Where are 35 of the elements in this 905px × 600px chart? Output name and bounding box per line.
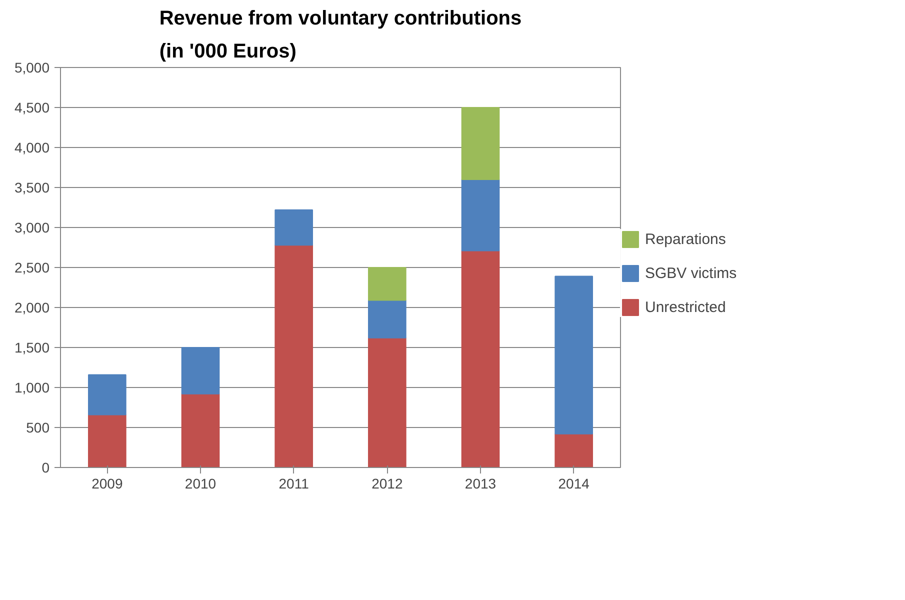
y-tick-label: 0 — [42, 460, 50, 476]
bar — [88, 374, 126, 416]
bar — [461, 179, 500, 252]
y-tick-label: 500 — [26, 420, 50, 436]
y-tick-label: 1,500 — [14, 340, 50, 356]
x-tick-label: 2014 — [558, 476, 590, 492]
y-tick-label: 5,000 — [14, 60, 50, 76]
bar — [554, 433, 593, 468]
legend-label: Unrestricted — [645, 298, 726, 316]
chart-title: Revenue from voluntary contributions (in '000 Euros) — [159, 8, 522, 62]
bar — [88, 414, 126, 468]
bar — [554, 276, 593, 434]
bar — [181, 347, 220, 394]
y-tick-label: 4,000 — [14, 140, 50, 156]
y-tick-label: 2,500 — [14, 260, 50, 276]
x-tick-label: 2013 — [464, 476, 496, 492]
x-tick-label: 2012 — [372, 476, 403, 492]
bar — [274, 244, 313, 468]
bar — [368, 337, 406, 468]
x-tick-label: 2010 — [184, 476, 216, 492]
x-tick-label: 2009 — [92, 476, 123, 492]
bar — [461, 107, 500, 180]
y-tick-label: 2,000 — [14, 300, 50, 316]
y-tick-label: 1,000 — [14, 380, 50, 396]
bar — [274, 209, 313, 246]
y-tick-label: 3,000 — [14, 220, 50, 236]
bar — [461, 250, 500, 468]
x-tick-label: 2011 — [278, 476, 310, 492]
legend-label: Reparations — [645, 230, 726, 248]
bar — [368, 300, 406, 338]
bar — [368, 267, 406, 301]
y-tick-label: 4,500 — [14, 100, 50, 116]
legend-label: SGBV victims — [645, 264, 737, 282]
bar — [181, 393, 220, 468]
y-tick-label: 3,500 — [14, 180, 50, 196]
